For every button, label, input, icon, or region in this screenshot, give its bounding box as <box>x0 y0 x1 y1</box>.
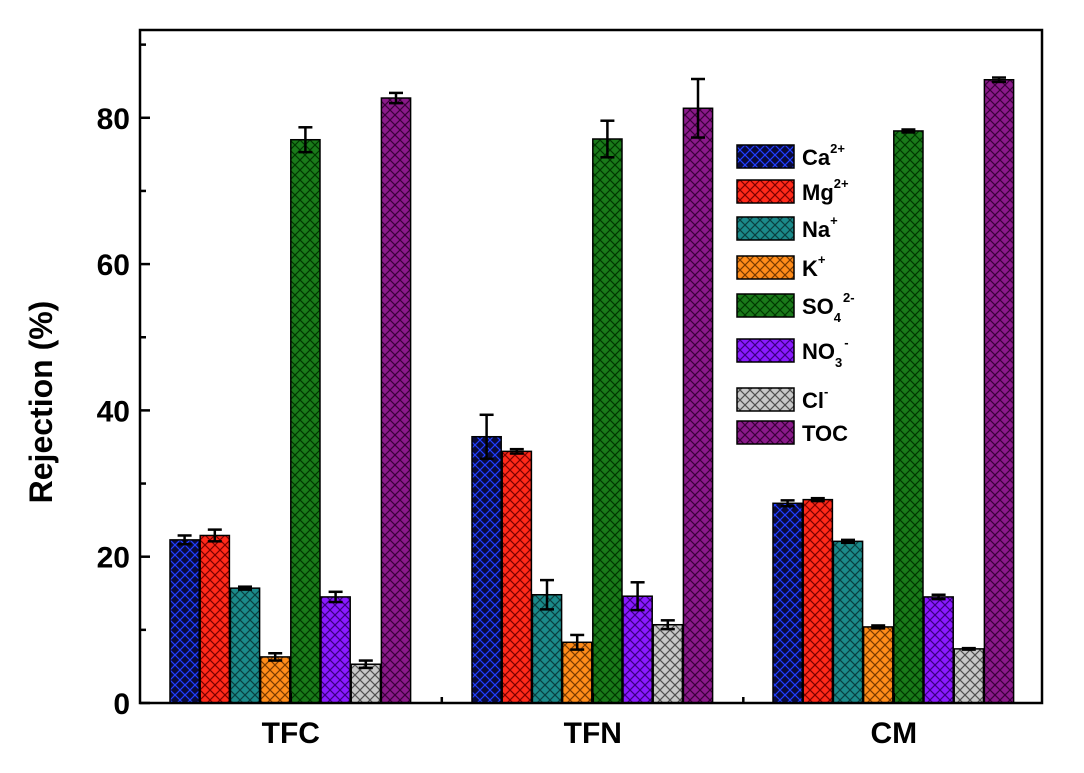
error-bar-tfc-5 <box>328 590 343 604</box>
bar-tfc-4 <box>290 138 321 704</box>
legend-label: NO3- <box>802 335 849 370</box>
bar-tfn-0 <box>471 435 502 704</box>
error-bar-tfn-4 <box>600 119 615 159</box>
error-bar-tfn-0 <box>479 413 494 460</box>
error-bar-tfc-0 <box>177 534 192 546</box>
bar-tfc-1 <box>199 534 231 704</box>
error-bar-cm-4 <box>901 128 916 134</box>
y-tick-label: 40 <box>97 395 130 428</box>
legend-item-mg2: Mg2+ <box>736 176 849 205</box>
legend-item-na: Na+ <box>736 213 838 242</box>
legend-label: Cl- <box>802 384 828 413</box>
legend-label: TOC <box>802 421 848 446</box>
bar-cm-2 <box>832 540 864 704</box>
error-bar-tfc-4 <box>298 126 313 154</box>
legend-swatch <box>736 387 795 412</box>
error-bar-cm-6 <box>961 646 976 651</box>
legend-item-ca2: Ca2+ <box>736 141 845 170</box>
error-bar-tfc-6 <box>358 659 373 670</box>
error-bar-tfn-7 <box>691 77 705 139</box>
error-bar-cm-3 <box>871 624 886 630</box>
legend-swatch <box>736 293 795 318</box>
legend-item-toc: TOC <box>736 420 848 446</box>
legend-label: Ca2+ <box>802 141 845 170</box>
error-bar-tfn-1 <box>509 447 524 455</box>
bar-tfc-5 <box>320 596 351 704</box>
legend-swatch <box>736 144 795 169</box>
legend-swatch <box>736 338 795 363</box>
bar-cm-6 <box>953 648 985 704</box>
legend-swatch <box>736 420 795 445</box>
error-bars-layer <box>177 76 1006 670</box>
bar-cm-5 <box>923 596 954 704</box>
y-tick-label: 80 <box>97 103 130 136</box>
error-bar-cm-1 <box>810 496 825 503</box>
legend-label: Na+ <box>802 213 838 242</box>
legend-item-cl: Cl- <box>736 384 828 413</box>
bar-tfc-7 <box>380 97 412 704</box>
bar-tfc-2 <box>229 587 261 704</box>
bar-tfc-6 <box>350 663 382 704</box>
error-bar-tfn-5 <box>630 581 645 612</box>
bar-cm-0 <box>772 502 803 704</box>
error-bar-tfn-3 <box>570 633 585 651</box>
bar-cm-4 <box>893 130 924 704</box>
y-tick-label: 60 <box>97 249 130 282</box>
axes-layer: 0 20 40 60 80 TFC TFN CM <box>97 28 1044 750</box>
legend: Ca2+ Mg2+ Na+ K+ SO42- NO3- Cl- TOC <box>736 141 855 446</box>
y-tick-label: 0 <box>113 688 130 721</box>
legend-item-k: K+ <box>736 252 826 281</box>
bar-cm-3 <box>862 626 894 704</box>
bar-tfn-6 <box>652 623 684 704</box>
bar-tfn-7 <box>682 107 714 704</box>
plot-frame <box>138 28 1044 705</box>
legend-swatch <box>736 179 795 204</box>
bars-layer <box>169 78 1015 704</box>
bar-cm-1 <box>802 498 834 704</box>
error-bar-tfn-2 <box>540 578 554 611</box>
bar-tfn-3 <box>561 641 593 704</box>
legend-label: SO42- <box>802 290 855 325</box>
bar-tfn-5 <box>622 595 653 704</box>
legend-swatch <box>736 216 795 241</box>
error-bar-tfc-7 <box>389 91 403 105</box>
legend-item-so42: SO42- <box>736 290 855 325</box>
bar-tfn-2 <box>531 593 563 704</box>
x-tick-label-cm: CM <box>870 717 917 750</box>
x-tick-label-tfn: TFN <box>564 717 622 750</box>
bar-tfc-3 <box>259 656 291 704</box>
legend-swatch <box>736 255 795 280</box>
error-bar-tfc-2 <box>238 585 252 591</box>
error-bar-tfc-1 <box>207 528 222 543</box>
error-bar-cm-2 <box>841 538 855 545</box>
error-bar-tfn-6 <box>660 619 675 631</box>
legend-label: K+ <box>802 252 826 281</box>
x-tick-label-tfc: TFC <box>262 717 320 750</box>
y-tick-label: 20 <box>97 542 130 575</box>
error-bar-cm-5 <box>931 593 946 601</box>
legend-label: Mg2+ <box>802 176 849 205</box>
error-bar-cm-0 <box>780 499 795 508</box>
bar-tfn-4 <box>592 138 623 704</box>
legend-item-no3: NO3- <box>736 335 849 370</box>
y-axis-title: Rejection (%) <box>23 301 59 504</box>
error-bar-tfc-3 <box>268 652 283 662</box>
error-bar-cm-7 <box>992 76 1006 84</box>
bar-cm-7 <box>983 78 1015 704</box>
bar-tfn-1 <box>501 450 533 704</box>
bar-tfc-0 <box>169 539 200 704</box>
